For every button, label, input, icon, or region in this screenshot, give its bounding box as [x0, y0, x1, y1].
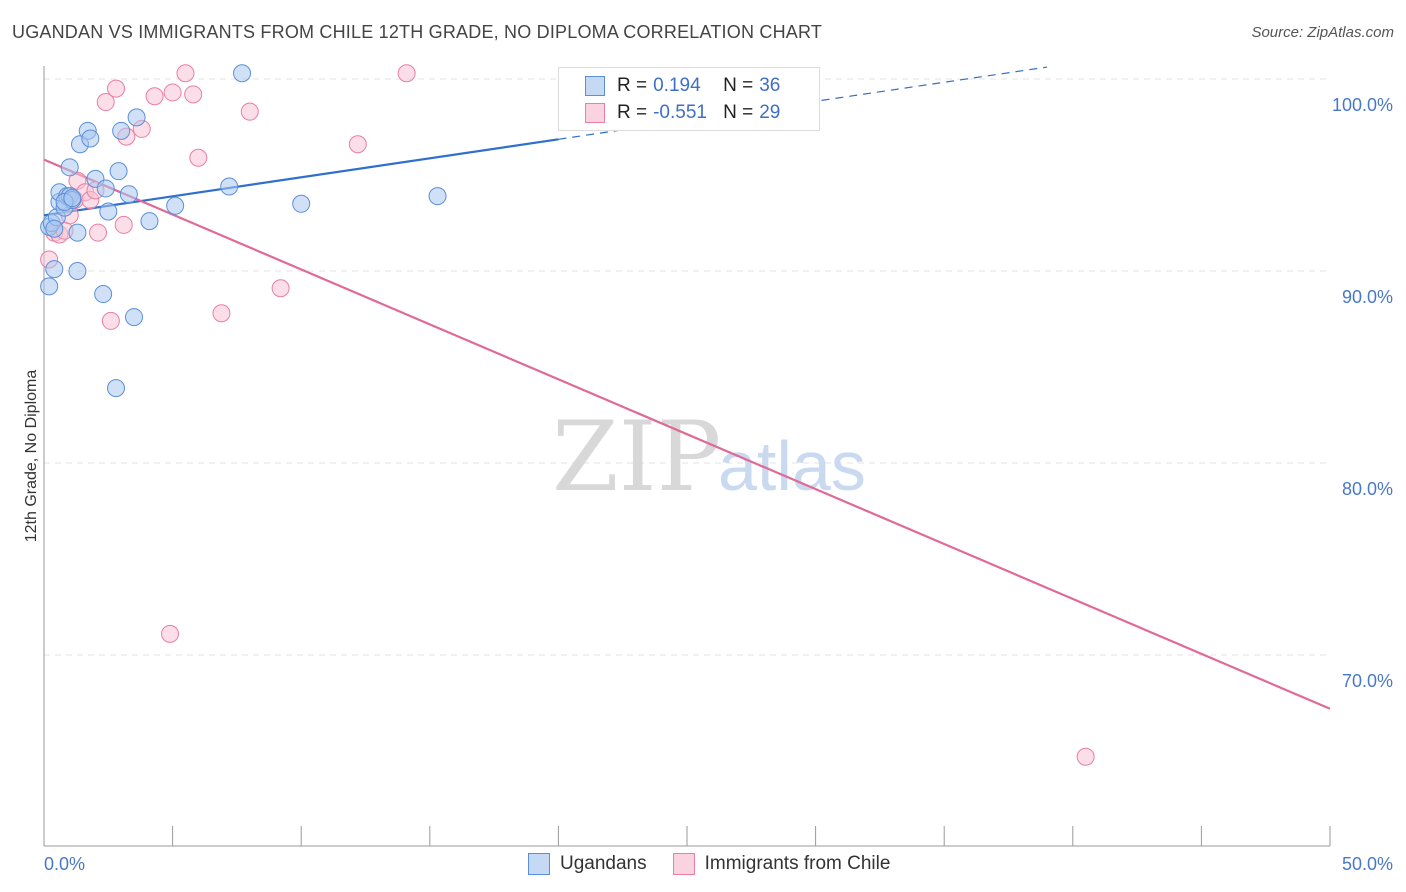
data-point-chile	[176, 64, 195, 83]
gridlines	[44, 78, 1330, 656]
data-point-ugandans	[233, 64, 252, 83]
data-point-ugandans	[107, 379, 126, 398]
y-tick-label: 70.0%	[1342, 671, 1393, 691]
data-point-chile	[96, 93, 115, 112]
legend-swatch-blue	[585, 76, 605, 96]
data-point-ugandans	[68, 223, 87, 242]
stats-legend: R = 0.194 N = 36 R = -0.551 N = 29	[558, 67, 820, 131]
legend-r-value: -0.551	[653, 102, 707, 123]
data-point-ugandans	[109, 162, 128, 181]
chart-title: UGANDAN VS IMMIGRANTS FROM CHILE 12TH GR…	[12, 22, 823, 42]
legend-swatch-pink	[585, 103, 605, 123]
legend-label-chile: Immigrants from Chile	[704, 853, 891, 874]
data-point-chile	[271, 279, 290, 298]
x-tick-label: 0.0%	[44, 854, 85, 874]
data-point-ugandans	[96, 179, 115, 198]
data-point-chile	[101, 311, 120, 330]
data-point-ugandans	[112, 121, 131, 140]
data-point-chile	[161, 624, 180, 643]
data-point-ugandans	[63, 189, 82, 208]
axes	[43, 66, 1331, 847]
data-point-ugandans	[45, 219, 64, 238]
legend-r-label: R =	[617, 102, 648, 123]
legend-n-label: N =	[723, 75, 754, 96]
data-point-chile	[145, 87, 164, 106]
data-point-ugandans	[81, 129, 100, 148]
legend-label-ugandans: Ugandans	[560, 853, 647, 874]
legend-r-value: 0.194	[653, 75, 701, 96]
trend-lines	[43, 66, 1331, 710]
data-point-chile	[189, 148, 208, 167]
data-point-chile	[1076, 747, 1095, 766]
data-point-chile	[240, 102, 259, 121]
legend-r-label: R =	[617, 75, 648, 96]
legend-n-label: N =	[723, 102, 754, 123]
watermark: ZIP atlas	[552, 401, 866, 513]
x-tick-label: 50.0%	[1342, 854, 1393, 874]
data-point-ugandans	[99, 202, 118, 221]
legend-row-chile: R = -0.551 N = 29	[585, 100, 780, 126]
data-point-ugandans	[40, 277, 59, 296]
legend-swatch-chile	[672, 853, 695, 875]
trend-line-chile	[43, 158, 1331, 710]
legend-item-chile[interactable]: Immigrants from Chile	[672, 853, 891, 875]
tick-labels: 70.0% 80.0% 90.0% 100.0% 0.0% 50.0%	[44, 95, 1393, 874]
data-point-ugandans	[60, 158, 79, 177]
legend-row-ugandans: R = 0.194 N = 36	[585, 73, 780, 99]
legend-item-ugandans[interactable]: Ugandans	[528, 853, 647, 875]
data-points	[40, 64, 1095, 766]
data-point-ugandans	[119, 185, 138, 204]
data-point-ugandans	[127, 108, 146, 127]
data-point-ugandans	[166, 196, 185, 215]
watermark-atlas: atlas	[718, 427, 866, 505]
source-label: Source: ZipAtlas.com	[1251, 24, 1394, 41]
data-point-chile	[348, 135, 367, 154]
data-point-ugandans	[140, 212, 159, 231]
data-point-ugandans	[220, 177, 239, 196]
y-tick-label: 80.0%	[1342, 479, 1393, 499]
trend-line-ugandans-dashed	[558, 66, 1048, 140]
data-point-chile	[114, 215, 133, 234]
data-point-chile	[107, 79, 126, 98]
data-point-ugandans	[125, 308, 144, 327]
legend-n-value: 29	[759, 102, 781, 123]
data-point-ugandans	[68, 262, 87, 280]
data-point-ugandans	[428, 187, 447, 206]
data-point-chile	[184, 85, 203, 104]
watermark-zip: ZIP	[552, 401, 721, 513]
data-point-chile	[89, 223, 108, 242]
legend-swatch-ugandans	[528, 853, 550, 875]
data-point-chile	[163, 83, 182, 102]
data-point-ugandans	[45, 260, 64, 279]
series-legend: Ugandans Immigrants from Chile	[528, 853, 916, 875]
data-point-ugandans	[292, 194, 311, 213]
y-tick-label: 100.0%	[1332, 95, 1393, 115]
legend-n-value: 36	[759, 75, 781, 96]
data-point-chile	[212, 304, 231, 323]
data-point-ugandans	[94, 285, 113, 304]
data-point-chile	[397, 64, 416, 83]
y-tick-label: 90.0%	[1342, 287, 1393, 307]
